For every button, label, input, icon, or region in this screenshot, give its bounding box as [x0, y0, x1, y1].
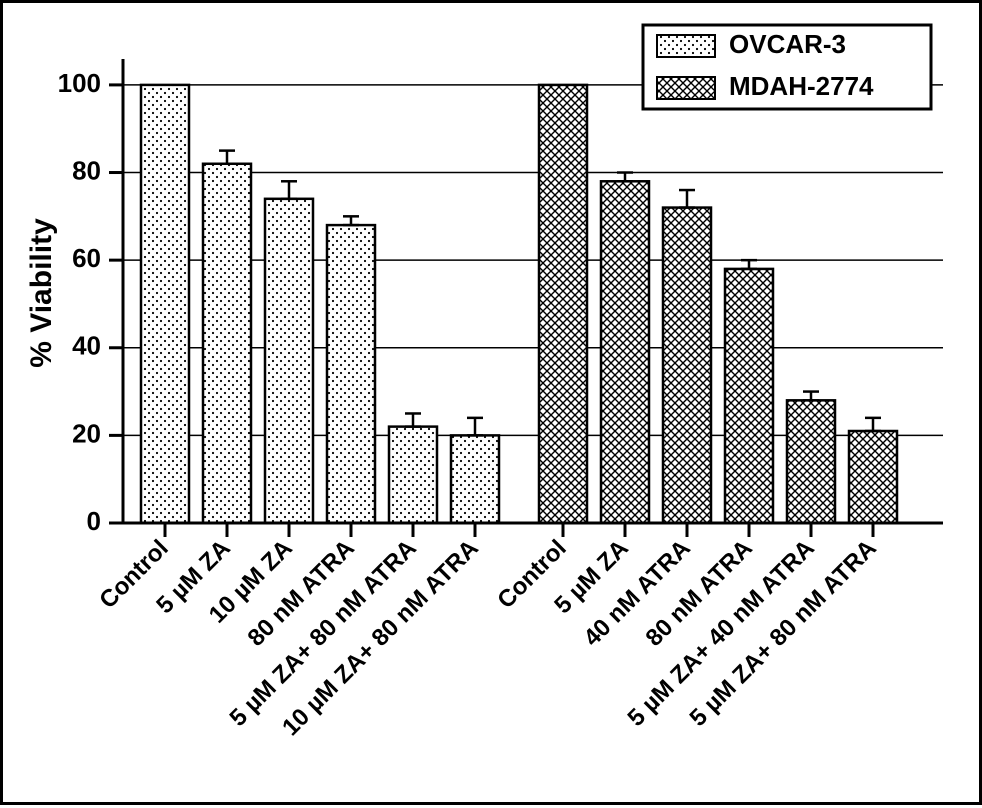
y-tick-label: 60 [72, 243, 101, 273]
y-tick-label: 20 [72, 418, 101, 448]
bar [539, 85, 587, 523]
bar [141, 85, 189, 523]
y-tick-label: 100 [58, 68, 101, 98]
bar [451, 435, 499, 523]
y-tick-label: 40 [72, 331, 101, 361]
bar [849, 431, 897, 523]
y-axis-label: % Viability [25, 218, 58, 368]
bar [327, 225, 375, 523]
bar [787, 400, 835, 523]
legend-label: OVCAR-3 [729, 29, 846, 59]
bar [601, 181, 649, 523]
y-tick-label: 80 [72, 155, 101, 185]
viability-bar-chart: Control5 µM ZA10 µM ZA80 nM ATRA5 µM ZA+… [3, 3, 982, 808]
bar [389, 427, 437, 523]
legend-swatch [657, 35, 715, 57]
legend-label: MDAH-2774 [729, 71, 874, 101]
y-tick-label: 0 [87, 506, 101, 536]
bar [265, 199, 313, 523]
bar [203, 164, 251, 523]
bar [663, 208, 711, 523]
legend-swatch [657, 77, 715, 99]
chart-frame: Control5 µM ZA10 µM ZA80 nM ATRA5 µM ZA+… [0, 0, 982, 805]
bar [725, 269, 773, 523]
